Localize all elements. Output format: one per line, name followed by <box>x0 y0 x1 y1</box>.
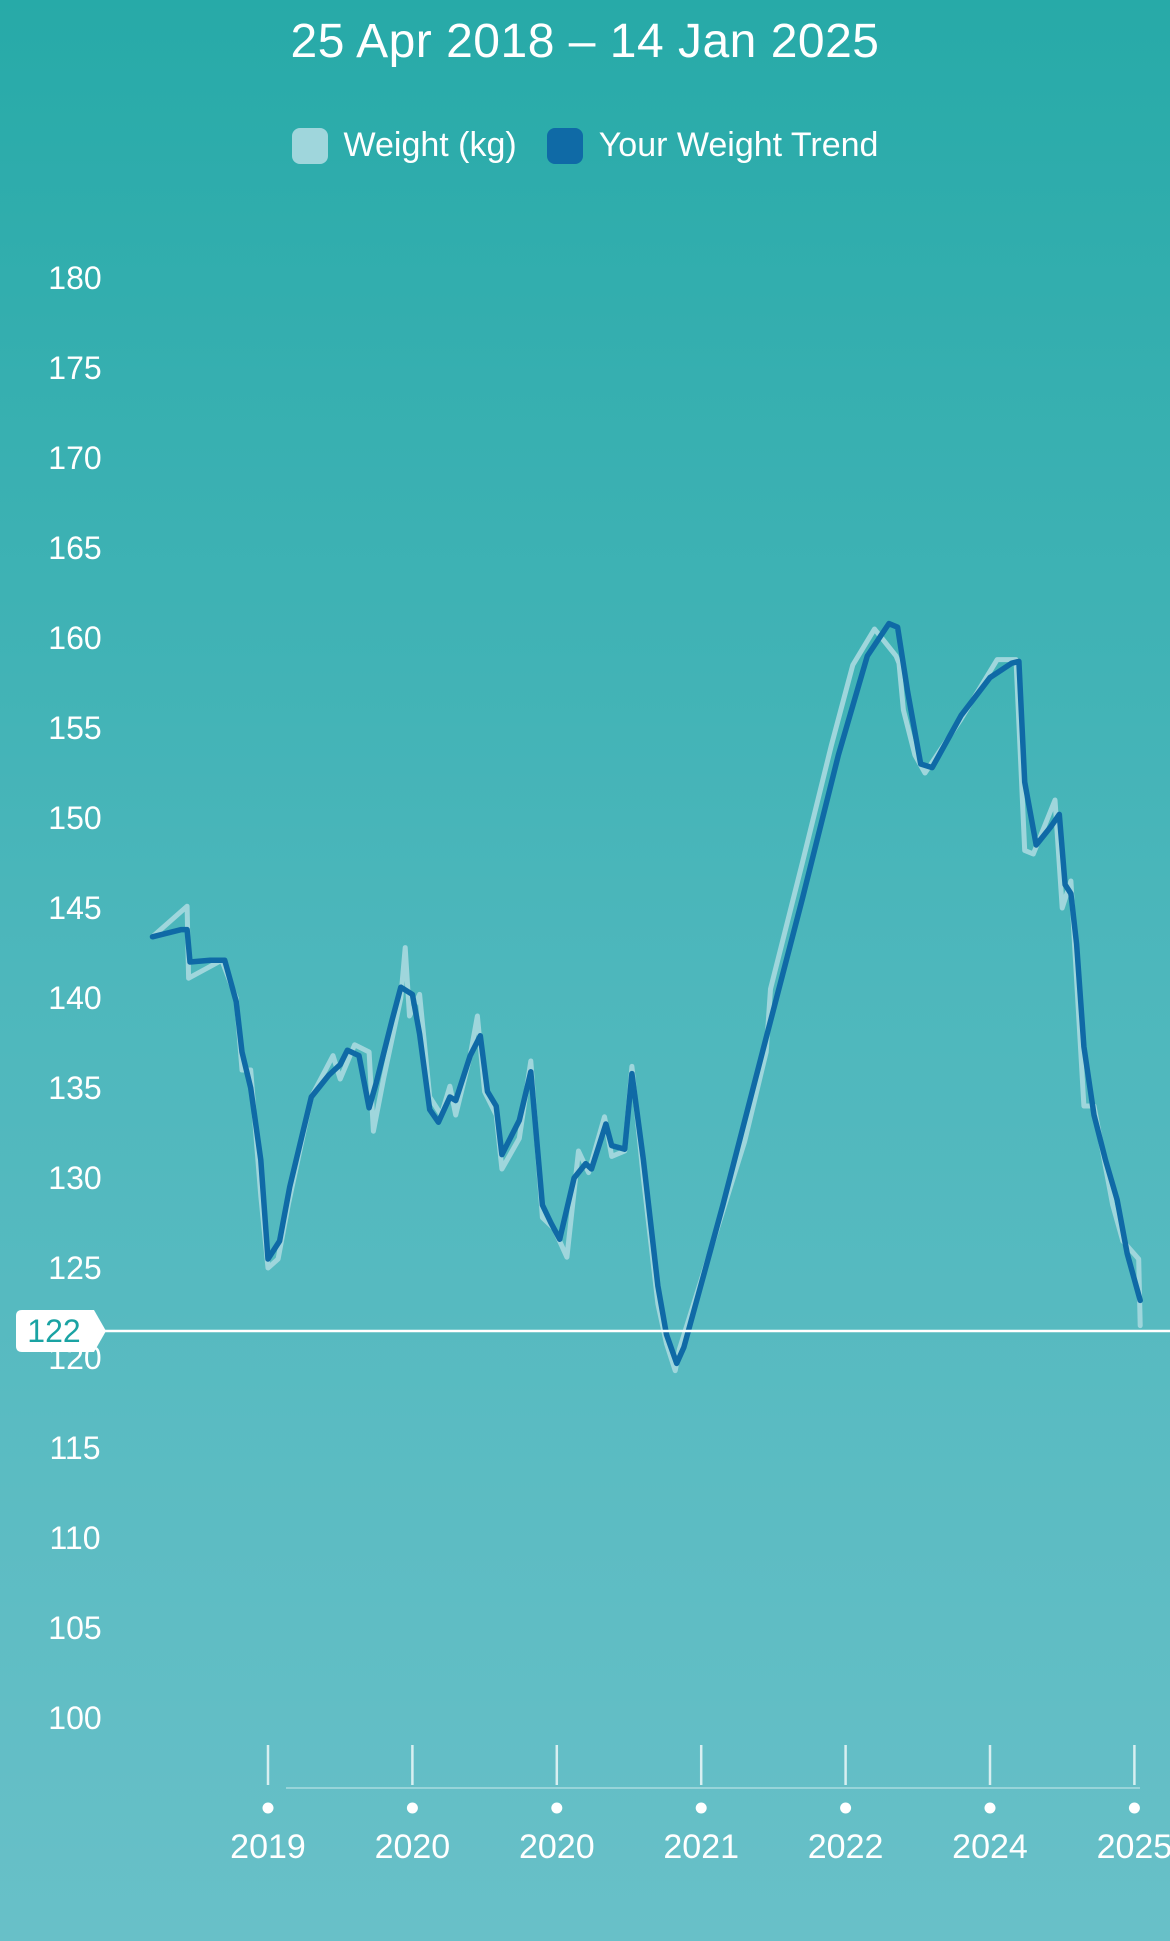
x-tick-dot <box>984 1802 996 1814</box>
y-tick-label: 145 <box>48 890 101 926</box>
y-tick-label: 130 <box>48 1160 101 1196</box>
x-tick-dot <box>406 1802 418 1814</box>
y-tick-label: 165 <box>48 530 101 566</box>
x-tick-dot <box>695 1802 707 1814</box>
legend-label-weight: Weight (kg) <box>343 126 517 164</box>
y-tick-label: 105 <box>48 1610 101 1646</box>
x-tick-label: 2020 <box>375 1828 451 1866</box>
x-tick-dot <box>1128 1802 1140 1814</box>
x-tick-dot <box>262 1802 274 1814</box>
y-tick-label: 175 <box>48 350 101 386</box>
x-tick-dot <box>840 1802 852 1814</box>
legend-item-weight[interactable]: Weight (kg) <box>291 126 517 165</box>
weight-series-line <box>150 626 1143 1374</box>
y-tick-label: 155 <box>48 710 101 746</box>
goal-label-tag <box>16 1310 106 1352</box>
y-tick-label: 110 <box>49 1520 100 1556</box>
y-tick-label: 135 <box>48 1070 101 1106</box>
y-tick-label: 160 <box>48 620 101 656</box>
y-tick-label: 150 <box>48 800 101 836</box>
x-tick-dot <box>551 1802 563 1814</box>
x-tick-label: 2020 <box>519 1828 595 1866</box>
chart-title: 25 Apr 2018 – 14 Jan 2025 <box>290 15 880 68</box>
x-tick-label: 2021 <box>663 1828 739 1866</box>
y-tick-label: 180 <box>48 260 101 296</box>
y-tick-label: 140 <box>48 980 101 1016</box>
legend-swatch-trend <box>546 127 583 164</box>
goal-label-value: 122 <box>27 1313 80 1349</box>
y-tick-label: 100 <box>48 1700 101 1736</box>
y-tick-label: 115 <box>49 1430 100 1466</box>
trend-series-line <box>149 620 1143 1367</box>
y-tick-label: 170 <box>48 440 101 476</box>
legend-swatch-weight <box>291 127 328 164</box>
x-tick-label: 2025 <box>1097 1828 1170 1866</box>
x-tick-label: 2019 <box>230 1828 306 1866</box>
x-tick-label: 2024 <box>952 1828 1028 1866</box>
legend-item-trend[interactable]: Your Weight Trend <box>546 126 879 165</box>
legend-label-trend: Your Weight Trend <box>598 126 879 164</box>
chart-legend: Weight (kg) Your Weight Trend <box>0 126 1170 165</box>
y-tick-label: 125 <box>48 1250 101 1286</box>
x-tick-label: 2022 <box>808 1828 884 1866</box>
